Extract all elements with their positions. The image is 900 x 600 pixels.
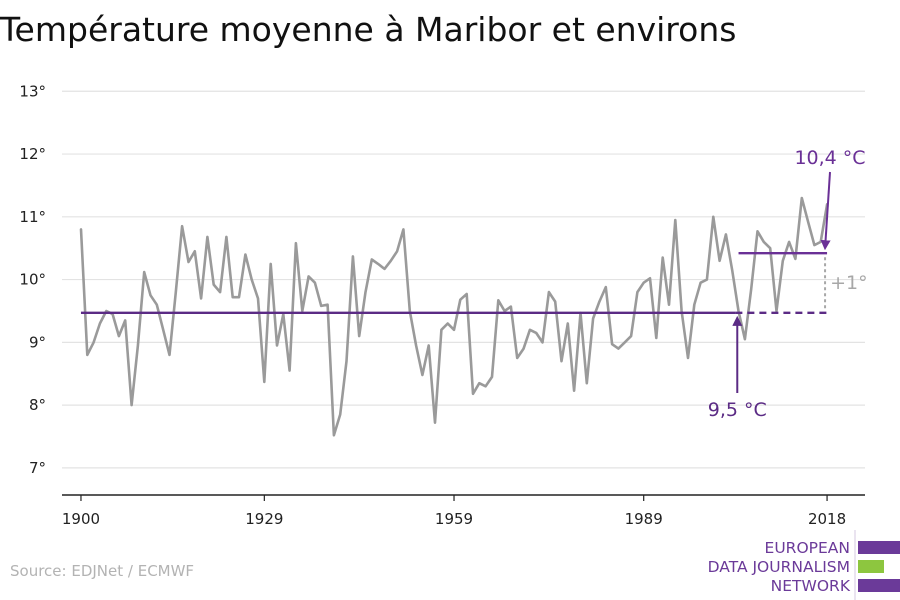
y-tick-label: 7° [29, 459, 46, 477]
chart-title: Température moyenne à Maribor et environ… [0, 10, 736, 49]
x-tick-label: 1900 [62, 510, 100, 528]
y-tick-label: 11° [19, 208, 46, 226]
edjnet-logo: EUROPEAN DATA JOURNALISM NETWORK [708, 530, 900, 600]
x-tick-label: 1989 [625, 510, 663, 528]
baseline-label: 9,5 °C [708, 399, 767, 421]
logo-line-european: EUROPEAN [765, 539, 850, 557]
x-tick-label: 1929 [245, 510, 283, 528]
x-tick-label: 2018 [808, 510, 846, 528]
difference-label: +1° [830, 272, 868, 294]
x-axis: 1900 1929 1959 1989 2018 [62, 494, 865, 528]
y-tick-label: 12° [19, 145, 46, 163]
logo-bar-green [858, 560, 884, 573]
gridlines [62, 90, 865, 469]
y-tick-label: 8° [29, 396, 46, 414]
logo-line-data-journalism: DATA JOURNALISM [708, 558, 850, 576]
logo-bar-purple-top [858, 541, 900, 554]
y-tick-label: 13° [19, 82, 46, 100]
y-tick-label: 10° [19, 271, 46, 289]
recent-arrow [820, 171, 831, 251]
reference-lines: +1° 9,5 °C 10,4 °C [80, 147, 868, 421]
logo-line-network: NETWORK [771, 577, 851, 595]
y-axis-ticks: 7° 8° 9° 10° 11° 12° 13° [19, 82, 46, 477]
recent-label: 10,4 °C [794, 147, 865, 169]
logo-bar-purple-bottom [858, 579, 900, 592]
series-layer [79, 196, 829, 437]
x-tick-label: 1959 [435, 510, 473, 528]
y-tick-label: 9° [29, 333, 46, 351]
source-note: Source: EDJNet / ECMWF [10, 562, 194, 580]
temperature-series-line [79, 196, 829, 437]
